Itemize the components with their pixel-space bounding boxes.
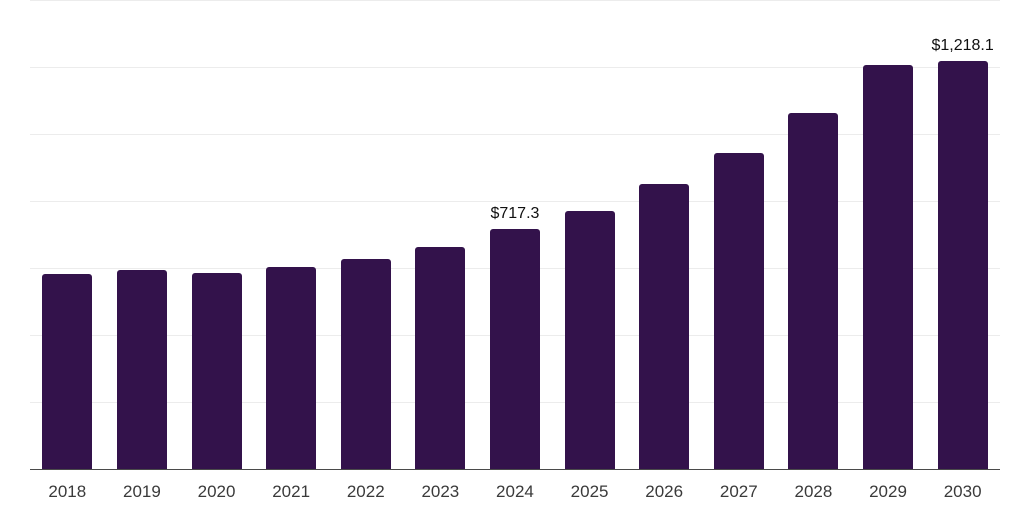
bar-2024 [489,228,540,469]
x-axis-label-2029: 2029 [869,482,907,501]
bar-2022 [340,258,391,469]
x-axis-label-2023: 2023 [421,482,460,501]
gridline-1000 [30,134,1000,135]
bar-slot-2029 [851,0,926,469]
x-axis-label-2026: 2026 [645,482,684,501]
x-axis-labels: 2018 2019 2020 2021 2022 2023 2024 2025 2026 2027… [30,483,1000,500]
bar-slot-2023 [403,0,478,469]
bar-2026 [639,183,690,469]
bar-slot-2020 [179,0,254,469]
bar-slot-2030: $1,218.1 [925,0,1000,469]
bar-value-label-2024: $717.3 [490,204,540,222]
bar-2030 [937,60,988,469]
x-axis-label-2018: 2018 [48,482,87,501]
gridline-1400 [30,0,1000,1]
x-axis-label-2019: 2019 [123,482,161,501]
bar-slot-2026 [627,0,702,469]
bar-2027 [713,153,764,469]
bar-2029 [863,65,913,469]
x-axis-label-2027: 2027 [719,482,758,501]
gridline-1200 [30,67,1000,68]
bar-value-label-2030: $1,218.1 [931,36,994,54]
bar-2019 [116,269,167,469]
bar-2020 [191,272,242,469]
bar-slot-2028 [776,0,851,469]
bar-slot-2018 [30,0,105,469]
bar-2025 [564,210,615,469]
bar-slot-2027 [701,0,776,469]
x-axis-label-2030: 2030 [943,482,982,501]
x-axis-label-2025: 2025 [570,482,609,501]
bar-slot-2022 [328,0,403,469]
x-axis-line [30,469,1000,470]
gridline-800 [30,201,1000,202]
x-axis-label-2021: 2021 [272,482,311,501]
plot-area: $717.3 $1,218.1 [30,0,1000,470]
bar-2021 [266,266,317,469]
x-axis-label-2022: 2022 [346,482,385,501]
bar-2023 [415,246,466,469]
bar-2018 [42,273,93,469]
bar-slot-2019 [105,0,180,469]
bar-slot-2024: $717.3 [478,0,553,469]
x-axis-label-2024: 2024 [496,482,534,501]
bars-row: $717.3 $1,218.1 [30,0,1000,469]
x-axis-label-2028: 2028 [794,482,833,501]
bar-slot-2021 [254,0,329,469]
bar-slot-2025 [552,0,627,469]
bar-2028 [788,113,839,469]
x-axis-label-2020: 2020 [197,482,236,501]
